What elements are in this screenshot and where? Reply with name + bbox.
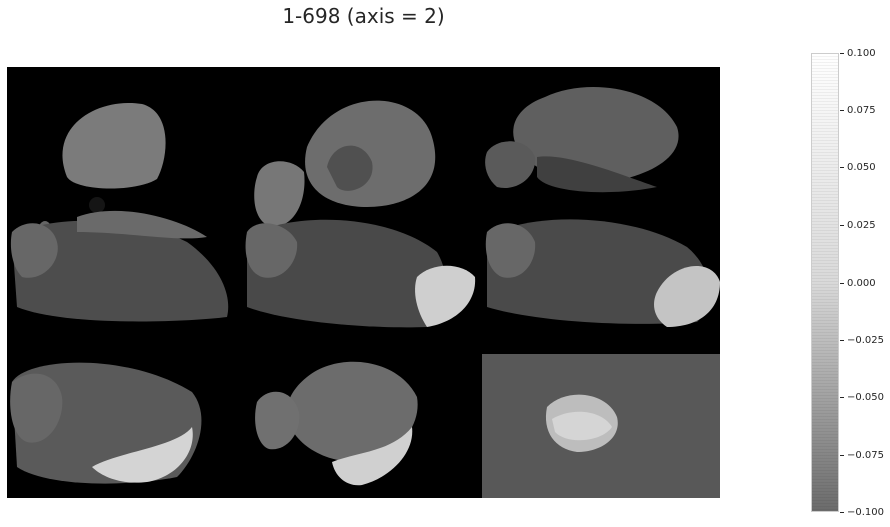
colorbar-tick: −0.050 xyxy=(840,391,884,403)
slice-panel-5 xyxy=(245,219,476,328)
slice-panel-9 xyxy=(545,394,618,452)
brain-slice-mosaic xyxy=(7,67,720,498)
colorbar-tick: 0.050 xyxy=(840,161,876,173)
slice-panel-6 xyxy=(485,219,720,327)
slice-panel-2 xyxy=(254,100,436,227)
slice-panel-4 xyxy=(10,210,229,322)
overlay-region-3 xyxy=(92,427,193,483)
colorbar-tick: 0.000 xyxy=(840,277,876,289)
colorbar-tick: 0.075 xyxy=(840,104,876,116)
colorbar-tick: 0.100 xyxy=(840,47,876,59)
overlay-region-4 xyxy=(332,427,413,486)
slice-panel-7 xyxy=(10,362,202,484)
colorbar-tick: −0.025 xyxy=(840,334,884,346)
figure-title: 1-698 (axis = 2) xyxy=(282,4,445,28)
colorbar-tick: −0.100 xyxy=(840,506,884,518)
slice-panel-8 xyxy=(255,361,418,486)
colorbar xyxy=(811,53,839,512)
overlay-region-1 xyxy=(415,265,476,327)
colorbar-tick: 0.025 xyxy=(840,219,876,231)
overlay-region-2 xyxy=(654,265,720,327)
slice-panel-3 xyxy=(485,87,679,193)
colorbar-tick: −0.075 xyxy=(840,449,884,461)
